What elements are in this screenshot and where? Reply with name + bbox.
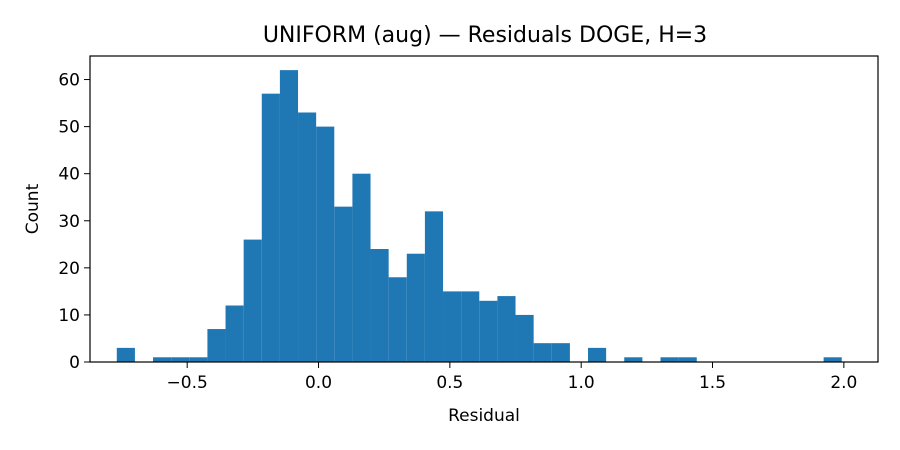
y-tick-label: 0 [69,353,80,373]
x-tick-label: 0.5 [436,373,463,393]
histogram-bar-15 [388,277,407,362]
histogram-bar-14 [370,249,389,362]
histogram-bar-19 [461,291,480,362]
histogram-bar-21 [497,296,516,362]
x-axis-ticks: −0.5 0.0 0.5 1.0 1.5 2.0 [167,362,857,393]
x-tick-label: 0.0 [305,373,332,393]
histogram-bar-3 [171,357,190,362]
histogram-bar-5 [207,329,226,362]
x-tick-label: −0.5 [167,373,208,393]
histogram-bar-13 [352,173,371,362]
histogram-bar-31 [678,357,697,362]
x-axis-label: Residual [448,406,520,426]
histogram-bar-16 [406,253,425,362]
y-axis-ticks: 0 10 20 30 40 50 60 [58,71,90,373]
histogram-bar-39 [823,357,842,362]
histogram-bar-20 [479,300,498,362]
y-tick-label: 40 [58,165,80,185]
plot-frame [89,55,879,363]
bars-group [116,70,842,363]
histogram-bar-2 [153,357,172,362]
histogram-bar-22 [515,314,534,362]
histogram-bar-0 [116,347,135,362]
histogram-bar-28 [624,357,643,362]
histogram-bar-24 [551,343,570,362]
histogram-bar-9 [279,70,299,362]
x-tick-label: 1.5 [699,373,726,393]
chart-title: UNIFORM (aug) — Residuals DOGE, H=3 [263,23,707,48]
histogram-bar-26 [588,347,607,362]
y-tick-label: 60 [58,71,80,91]
histogram-bar-10 [298,112,317,362]
histogram-bar-4 [189,357,208,362]
y-tick-label: 30 [58,212,80,232]
histogram-bar-12 [334,206,353,362]
histogram-bar-17 [424,211,444,362]
histogram-bar-6 [225,305,244,362]
y-tick-label: 50 [58,118,80,138]
histogram-bar-30 [660,357,679,362]
y-tick-label: 20 [58,259,80,279]
x-tick-label: 2.0 [830,373,857,393]
histogram-bar-11 [316,126,335,362]
y-tick-label: 10 [58,306,80,326]
x-tick-label: 1.0 [568,373,595,393]
histogram-bar-23 [533,343,552,362]
histogram-bar-7 [243,239,262,362]
histogram-bar-18 [443,291,462,362]
y-axis-label: Count [23,183,43,234]
histogram-bar-8 [261,93,280,363]
